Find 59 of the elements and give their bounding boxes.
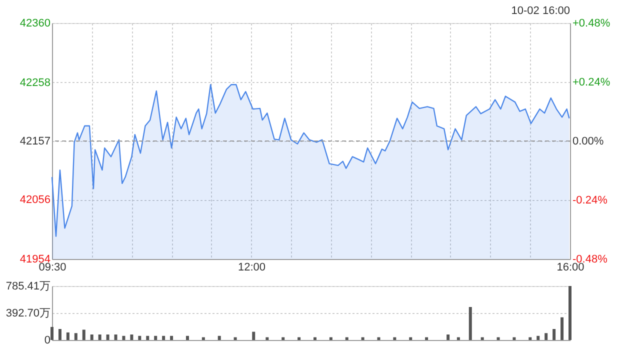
y-tick-label: 392.70万	[6, 308, 50, 320]
bar	[425, 337, 428, 340]
bar	[266, 337, 269, 340]
bar	[313, 337, 316, 340]
bar	[82, 330, 86, 340]
y-tick-label: 42157	[20, 136, 50, 148]
bar	[282, 337, 285, 340]
bar	[122, 336, 126, 340]
bar	[560, 317, 564, 340]
y-tick-label: 42258	[20, 76, 50, 89]
bar	[512, 337, 516, 340]
bar	[90, 334, 94, 340]
bar	[456, 337, 460, 340]
bar	[154, 336, 158, 340]
bar	[377, 337, 380, 340]
bar	[50, 326, 54, 340]
bar	[361, 337, 364, 340]
bar	[170, 336, 174, 340]
x-tick-label: 09:30	[38, 262, 66, 274]
bar	[218, 336, 221, 340]
bar	[74, 333, 78, 340]
bar	[234, 337, 237, 340]
bar	[146, 336, 150, 340]
bar	[66, 332, 70, 340]
bar	[544, 333, 548, 340]
bar	[106, 334, 110, 340]
y2-tick-label: -0.24%	[572, 194, 608, 206]
x-tick-label: 12:00	[238, 262, 266, 274]
bar	[552, 329, 556, 340]
bar	[98, 334, 102, 340]
bar	[468, 307, 472, 340]
y-tick-label: 42056	[20, 194, 50, 206]
bar	[496, 337, 500, 340]
y2-tick-label: +0.24%	[572, 76, 610, 88]
x-tick-label: 16:00	[556, 262, 584, 274]
bar	[446, 334, 450, 340]
bar	[393, 337, 396, 340]
bar	[114, 334, 118, 340]
y-tick-label: 42360	[20, 18, 50, 30]
y2-tick-label: +0.48%	[572, 18, 610, 30]
y-tick-label: 785.41万	[6, 280, 50, 292]
bar	[186, 336, 189, 340]
bar	[536, 336, 540, 340]
bar	[130, 334, 134, 340]
bar	[202, 337, 205, 340]
bar	[345, 337, 348, 340]
bar	[329, 337, 332, 340]
y2-tick-label: 0.00%	[572, 136, 604, 148]
bar	[298, 337, 301, 340]
bar	[528, 337, 532, 340]
bar	[568, 286, 572, 340]
bar	[58, 329, 62, 340]
bar	[409, 337, 412, 340]
bar	[480, 337, 484, 340]
bar	[162, 336, 166, 340]
text: 10-02 16:00	[511, 5, 570, 17]
bar	[138, 336, 142, 340]
y-tick-label: 0	[44, 334, 50, 346]
bar	[252, 332, 256, 340]
